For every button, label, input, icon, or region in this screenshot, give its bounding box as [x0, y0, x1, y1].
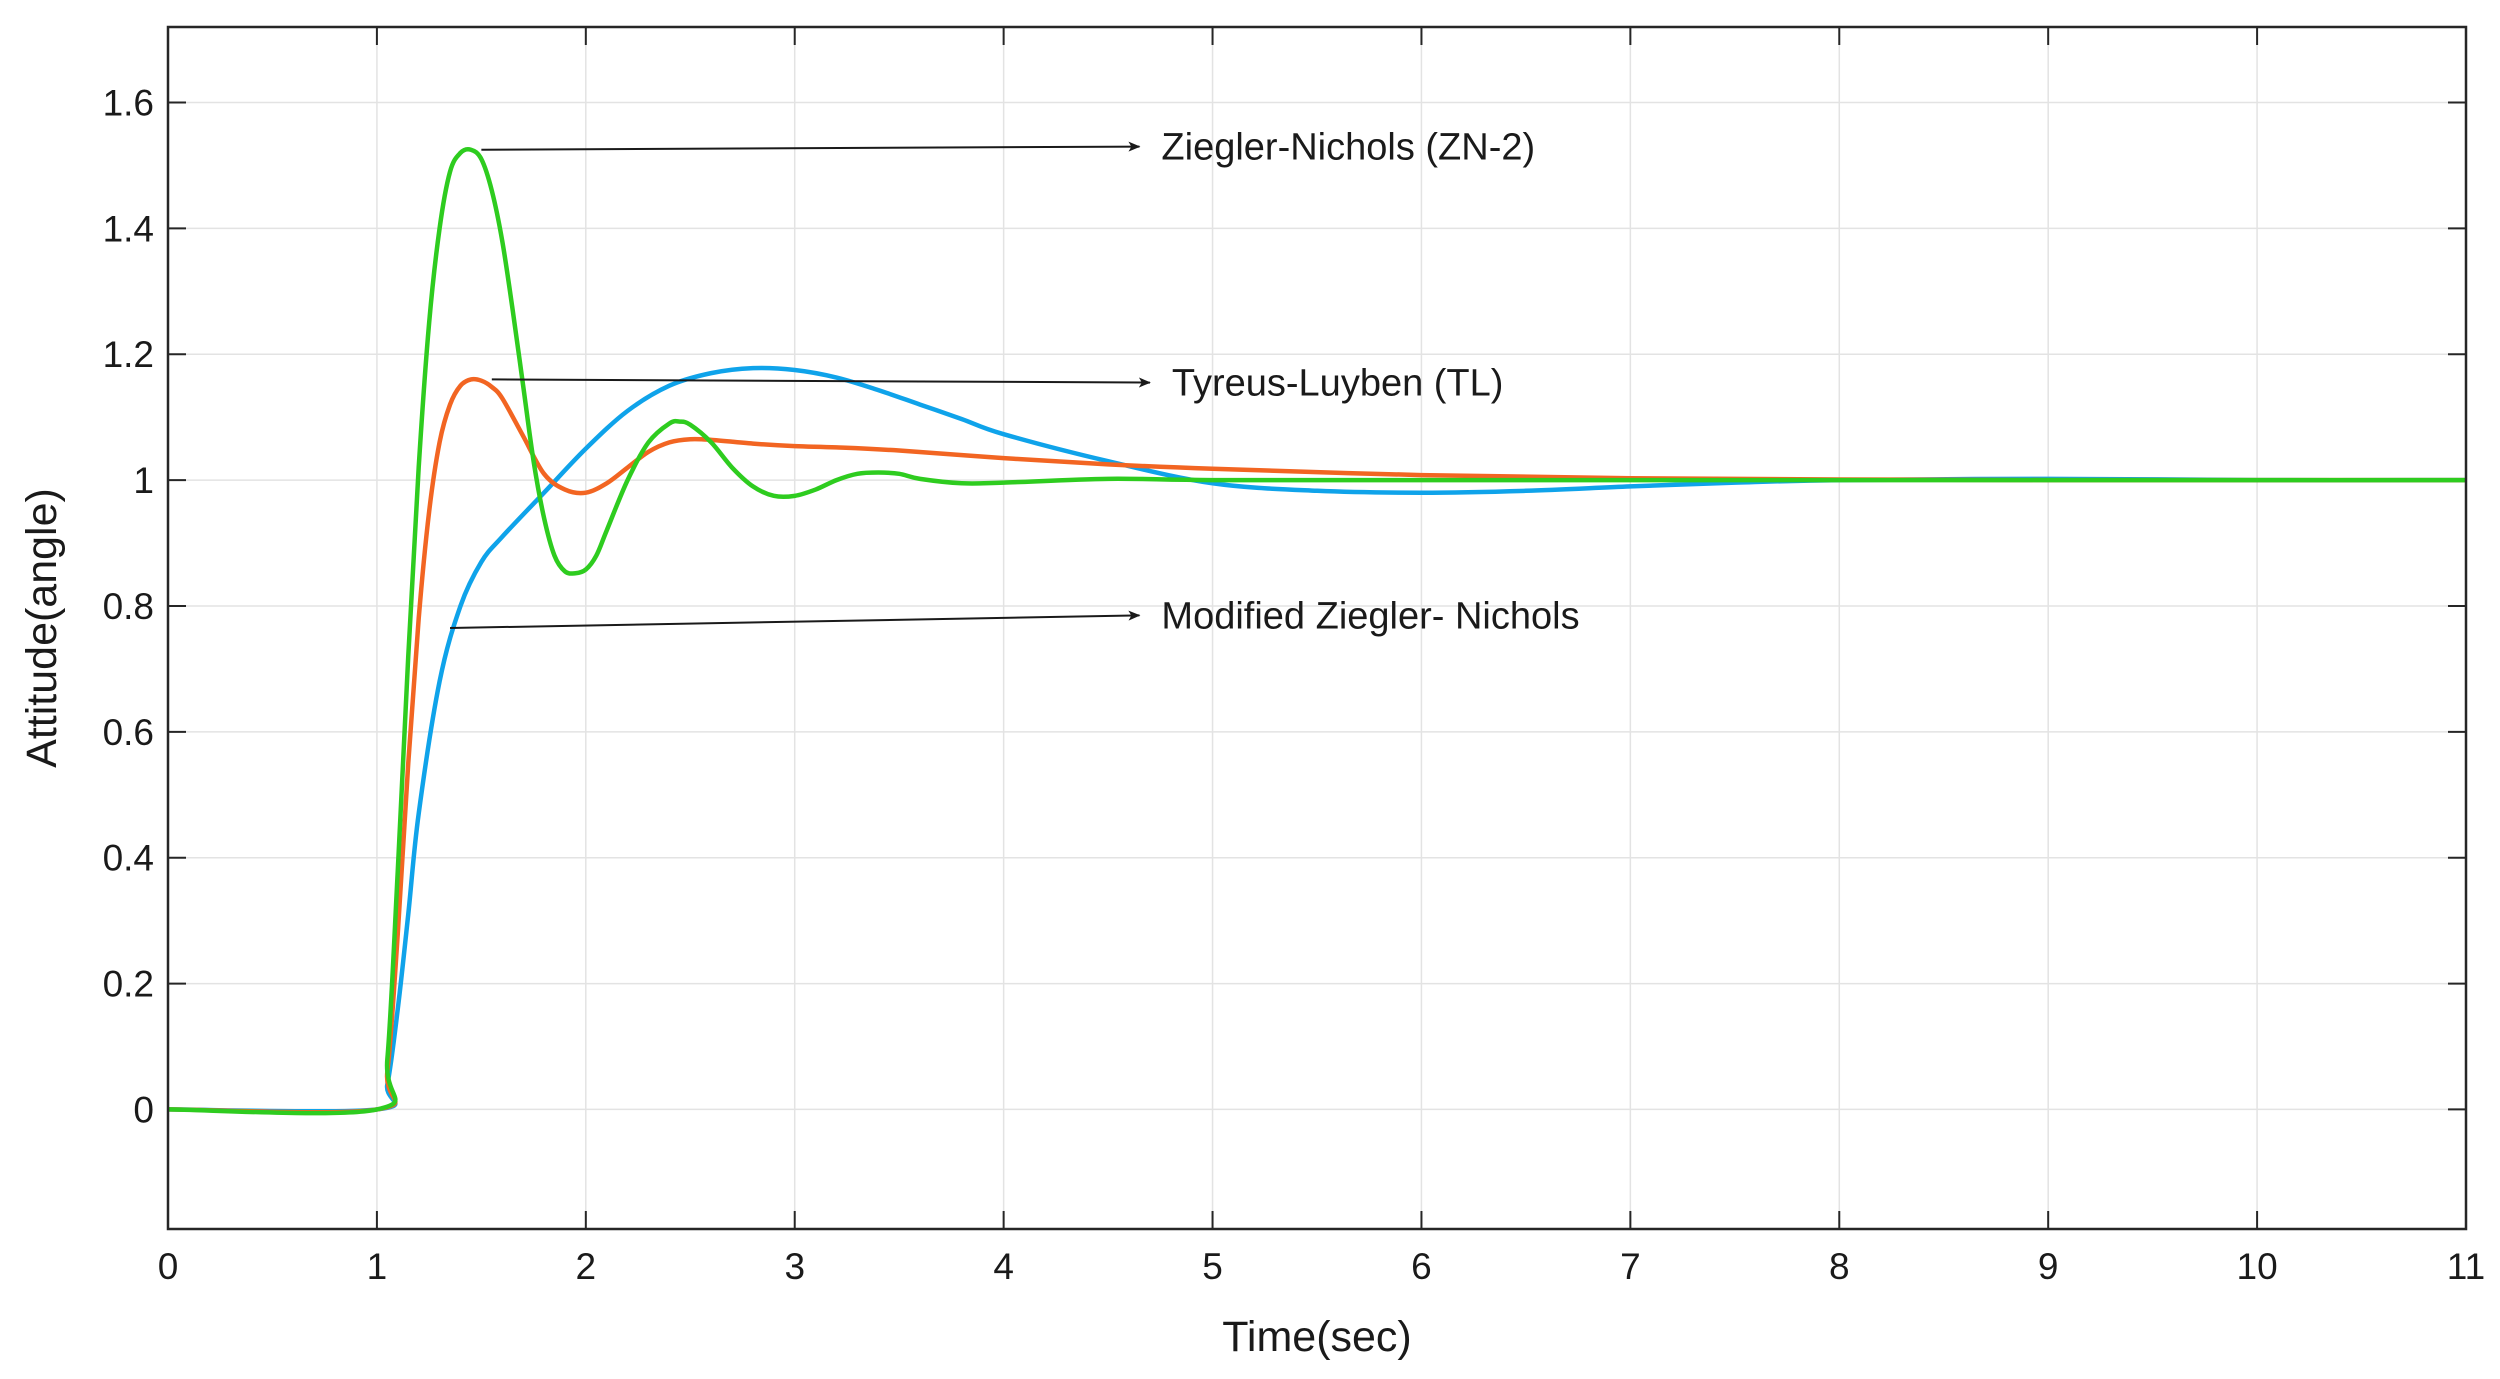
x-tick-label: 1 — [367, 1246, 388, 1287]
x-tick-label: 0 — [158, 1246, 179, 1287]
series-line-ziegler-nichols-zn-2 — [168, 147, 2466, 1116]
x-tick-label: 6 — [1411, 1246, 1432, 1287]
plot-frame — [166, 25, 2468, 1231]
series-line-modified-ziegler-nichols — [168, 365, 2466, 1114]
y-tick-label: 1.2 — [103, 334, 154, 375]
x-tick-label: 11 — [2447, 1246, 2485, 1287]
x-axis-title: Time(sec) — [1222, 1313, 1412, 1361]
x-tick-label: 9 — [2038, 1246, 2059, 1287]
y-tick-label: 1.6 — [103, 83, 154, 124]
x-tick-label: 7 — [1620, 1246, 1641, 1287]
grid-lines — [168, 27, 2466, 1229]
series-line-tyreus-luyben-tl — [168, 376, 2466, 1115]
annotation-label: Ziegler-Nichols (ZN-2) — [1161, 127, 1535, 169]
annotation-arrow — [481, 141, 1141, 152]
annotation-label: Tyreus-Luyben (TL) — [1172, 363, 1504, 405]
y-axis-title: Attitude(angle) — [18, 488, 66, 768]
y-tick-label: 1.4 — [103, 208, 154, 249]
x-tick-label: 4 — [993, 1246, 1014, 1287]
x-tick-labels: 0 1 2 3 4 5 6 7 8 9 10 11 — [158, 1246, 2486, 1287]
plot-background — [168, 27, 2466, 1229]
y-tick-label: 0 — [133, 1089, 154, 1130]
y-tick-label: 0.8 — [103, 586, 154, 627]
x-tick-label: 8 — [1829, 1246, 1850, 1287]
y-tick-label: 0.2 — [103, 964, 154, 1005]
x-tick-label: 10 — [2237, 1246, 2278, 1287]
annotation-arrow — [450, 610, 1141, 629]
y-tick-labels: 0 0.2 0.4 0.6 0.8 1 1.2 1.4 1.6 — [103, 83, 154, 1131]
y-tick-label: 0.6 — [103, 712, 154, 753]
annotation-label: Modified Ziegler- Nichols — [1161, 595, 1579, 637]
y-tick-label: 1 — [133, 460, 154, 501]
x-tick-label: 2 — [576, 1246, 597, 1287]
x-tick-label: 3 — [784, 1246, 805, 1287]
annotation-arrow — [491, 377, 1151, 388]
annotations: Ziegler-Nichols (ZN-2) Tyreus-Luyben (TL)… — [450, 127, 1580, 637]
series-lines — [168, 147, 2466, 1116]
x-tick-label: 5 — [1202, 1246, 1223, 1287]
y-tick-label: 0.4 — [103, 838, 154, 879]
